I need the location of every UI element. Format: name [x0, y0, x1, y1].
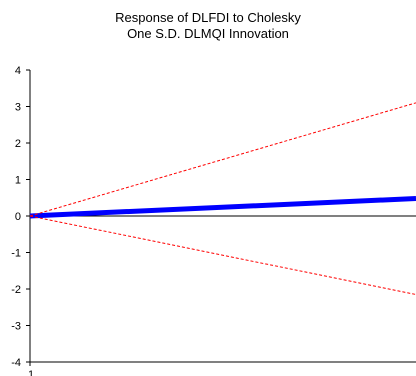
- response-line: [29, 196, 416, 219]
- chart-title-line-1: Response of DLFDI to Cholesky: [115, 10, 301, 25]
- y-tick-label: -3: [11, 321, 21, 333]
- x-tick-label: 1: [28, 369, 34, 376]
- y-tick-label: 1: [15, 175, 21, 187]
- axes-layer: [26, 69, 416, 366]
- upper-band-line: [29, 102, 416, 217]
- y-tick-label: 3: [15, 102, 21, 114]
- y-tick-label: 4: [15, 65, 21, 77]
- labels-layer: 4 3 2 1 0 -1 -2 -3 -4 1: [11, 65, 34, 376]
- lower-band-line: [29, 215, 416, 295]
- y-tick-label: -1: [11, 248, 21, 260]
- y-tick-label: -4: [11, 357, 21, 369]
- y-tick-label: 2: [15, 138, 21, 150]
- chart-title-line-2: One S.D. DLMQI Innovation: [127, 26, 289, 41]
- y-tick-label: 0: [15, 211, 21, 223]
- y-tick-label: -2: [11, 284, 21, 296]
- chart-title: Response of DLFDI to Cholesky One S.D. D…: [0, 10, 416, 42]
- series-layer: [29, 102, 416, 295]
